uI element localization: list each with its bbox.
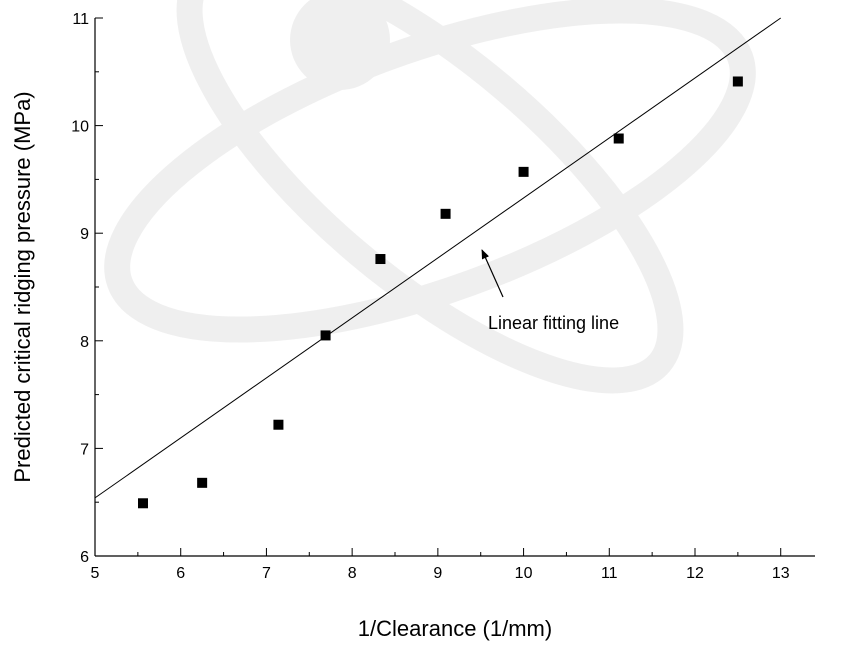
- y-tick-label: 9: [80, 226, 89, 243]
- y-axis-title: Predicted critical ridging pressure (MPa…: [10, 91, 35, 482]
- point: [613, 133, 624, 144]
- point: [138, 498, 148, 509]
- y-tick-label: 6: [80, 549, 89, 566]
- point: [320, 330, 331, 341]
- watermark: [104, 0, 756, 394]
- x-tick-label: 8: [348, 565, 357, 582]
- x-tick-label: 10: [515, 565, 533, 582]
- point: [273, 419, 284, 430]
- annotation: Linear fitting line: [488, 313, 619, 333]
- point: [732, 76, 743, 87]
- x-tick-label: 12: [686, 565, 704, 582]
- x-tick-label: 9: [433, 565, 442, 582]
- point: [440, 208, 451, 219]
- annotation-arrow: [481, 249, 504, 298]
- y-tick-label: 10: [71, 119, 89, 136]
- x-tick-label: 11: [601, 565, 618, 582]
- x-tick-label: 6: [176, 565, 185, 582]
- x-tick-label: 5: [91, 565, 100, 582]
- x-tick-label: 7: [262, 565, 271, 582]
- fit-line: [94, 17, 782, 499]
- y-tick-label: 8: [80, 334, 89, 351]
- point: [518, 166, 529, 177]
- point: [197, 477, 208, 488]
- x-tick-label: 13: [772, 565, 790, 582]
- y-tick-label: 7: [80, 441, 89, 458]
- point: [375, 254, 386, 265]
- x-axis-title: 1/Clearance (1/mm): [358, 616, 552, 641]
- y-tick-label: 11: [72, 11, 89, 28]
